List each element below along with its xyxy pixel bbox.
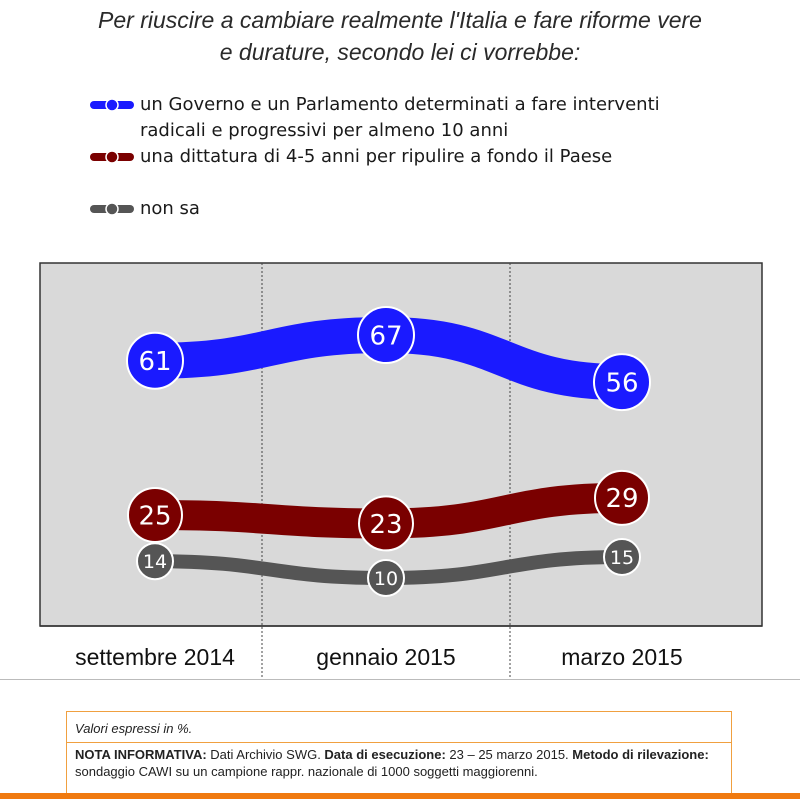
info-note-box: Valori espressi in %. NOTA INFORMATIVA: …	[66, 711, 732, 799]
data-point-0-0	[126, 331, 184, 390]
legend: un Governo e un Parlamento determinati a…	[90, 92, 750, 222]
x-tick-labels: settembre 2014 gennaio 2015 marzo 2015	[75, 644, 683, 670]
data-label-1-0: 25	[138, 501, 171, 531]
legend-swatch-governo	[90, 98, 134, 112]
data-label-0-0: 61	[138, 347, 171, 377]
note-separator	[67, 742, 731, 743]
nota-label: NOTA INFORMATIVA:	[75, 747, 207, 762]
metodo-text: sondaggio CAWI su un campione rappr. naz…	[75, 764, 538, 779]
x-tick-label-0: settembre 2014	[75, 644, 235, 670]
footer-divider	[0, 679, 800, 680]
data-point-0-2	[593, 353, 651, 412]
nota-informativa: NOTA INFORMATIVA: Dati Archivio SWG. Dat…	[67, 743, 731, 780]
data-label-2-1: 10	[374, 568, 398, 590]
legend-label-dittatura: una dittatura di 4-5 anni per ripulire a…	[140, 146, 613, 167]
data-point-1-1	[358, 495, 414, 552]
legend-label-non-sa: non sa	[140, 198, 200, 219]
units-note: Valori espressi in %.	[75, 721, 193, 736]
data-label-0-2: 56	[605, 369, 638, 399]
chart-title-line1: Per riuscire a cambiare realmente l'Ital…	[98, 7, 702, 33]
legend-swatch-non-sa	[90, 202, 134, 216]
data-point-2-2	[603, 538, 641, 576]
data-label-1-1: 23	[369, 510, 402, 540]
legend-label-governo-line1: un Governo e un Parlamento determinati a…	[140, 94, 660, 115]
x-tick-label-2: marzo 2015	[561, 644, 682, 670]
data-point-2-0	[136, 542, 174, 581]
data-label-1-2: 29	[605, 484, 638, 514]
data-text: 23 – 25 marzo 2015.	[445, 747, 573, 762]
data-point-1-0	[127, 487, 183, 543]
data-label: Data di esecuzione:	[324, 747, 446, 762]
x-tick-label-1: gennaio 2015	[316, 644, 455, 670]
legend-item-dittatura: una dittatura di 4-5 anni per ripulire a…	[90, 144, 750, 170]
chart-title-line2: e durature, secondo lei ci vorrebbe:	[219, 39, 581, 65]
data-label-2-0: 14	[143, 551, 167, 573]
chart-area: 61 67 56 25 23 29 14 10 15 settembre 2014 gennaio…	[0, 260, 800, 680]
nota-text: Dati Archivio SWG.	[206, 747, 325, 762]
data-point-0-1	[357, 306, 415, 364]
legend-swatch-dittatura	[90, 150, 134, 164]
data-label-2-2: 15	[610, 547, 634, 569]
metodo-label: Metodo di rilevazione:	[572, 747, 709, 762]
chart-title: Per riuscire a cambiare realmente l'Ital…	[30, 4, 770, 68]
data-point-2-1	[367, 559, 405, 597]
bottom-accent-bar	[0, 793, 800, 799]
data-point-1-2	[594, 469, 650, 526]
line-chart: 61 67 56 25 23 29 14 10 15 settembre 2014 gennaio…	[39, 262, 763, 680]
legend-item-governo: un Governo e un Parlamento determinati a…	[90, 92, 750, 144]
series-points: 61 67 56 25 23 29 14 10 15	[126, 306, 651, 597]
data-label-0-1: 67	[369, 321, 402, 351]
legend-label-governo-line2: radicali e progressivi per almeno 10 ann…	[140, 120, 509, 141]
legend-item-non-sa: non sa	[90, 196, 750, 222]
